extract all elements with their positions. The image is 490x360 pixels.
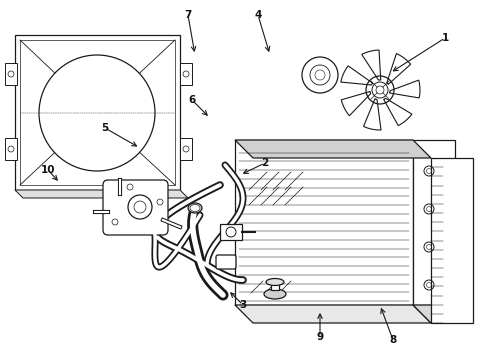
Polygon shape [413, 305, 473, 323]
Text: 7: 7 [184, 10, 192, 20]
Text: 5: 5 [101, 123, 109, 133]
Bar [15, 35, 180, 190]
Ellipse shape [190, 204, 200, 212]
FancyBboxPatch shape [216, 255, 236, 269]
Polygon shape [431, 158, 473, 323]
Polygon shape [235, 140, 431, 158]
Polygon shape [235, 305, 431, 323]
FancyBboxPatch shape [103, 180, 168, 235]
Text: 1: 1 [441, 33, 449, 43]
Bar [180, 138, 192, 160]
Text: 6: 6 [188, 95, 196, 105]
Bar [413, 140, 455, 305]
Bar [220, 224, 242, 240]
Text: 9: 9 [317, 332, 323, 342]
Text: 4: 4 [254, 10, 262, 20]
Text: 2: 2 [261, 158, 269, 168]
Text: 3: 3 [240, 300, 246, 310]
Bar [271, 282, 279, 290]
Ellipse shape [188, 203, 202, 213]
Text: 10: 10 [41, 165, 55, 175]
Bar [235, 140, 413, 305]
Ellipse shape [264, 289, 286, 299]
Bar [5, 63, 17, 85]
Ellipse shape [266, 279, 284, 285]
Text: 8: 8 [390, 335, 396, 345]
Bar [20, 40, 175, 185]
Bar [5, 138, 17, 160]
Polygon shape [15, 190, 188, 198]
Bar [180, 63, 192, 85]
